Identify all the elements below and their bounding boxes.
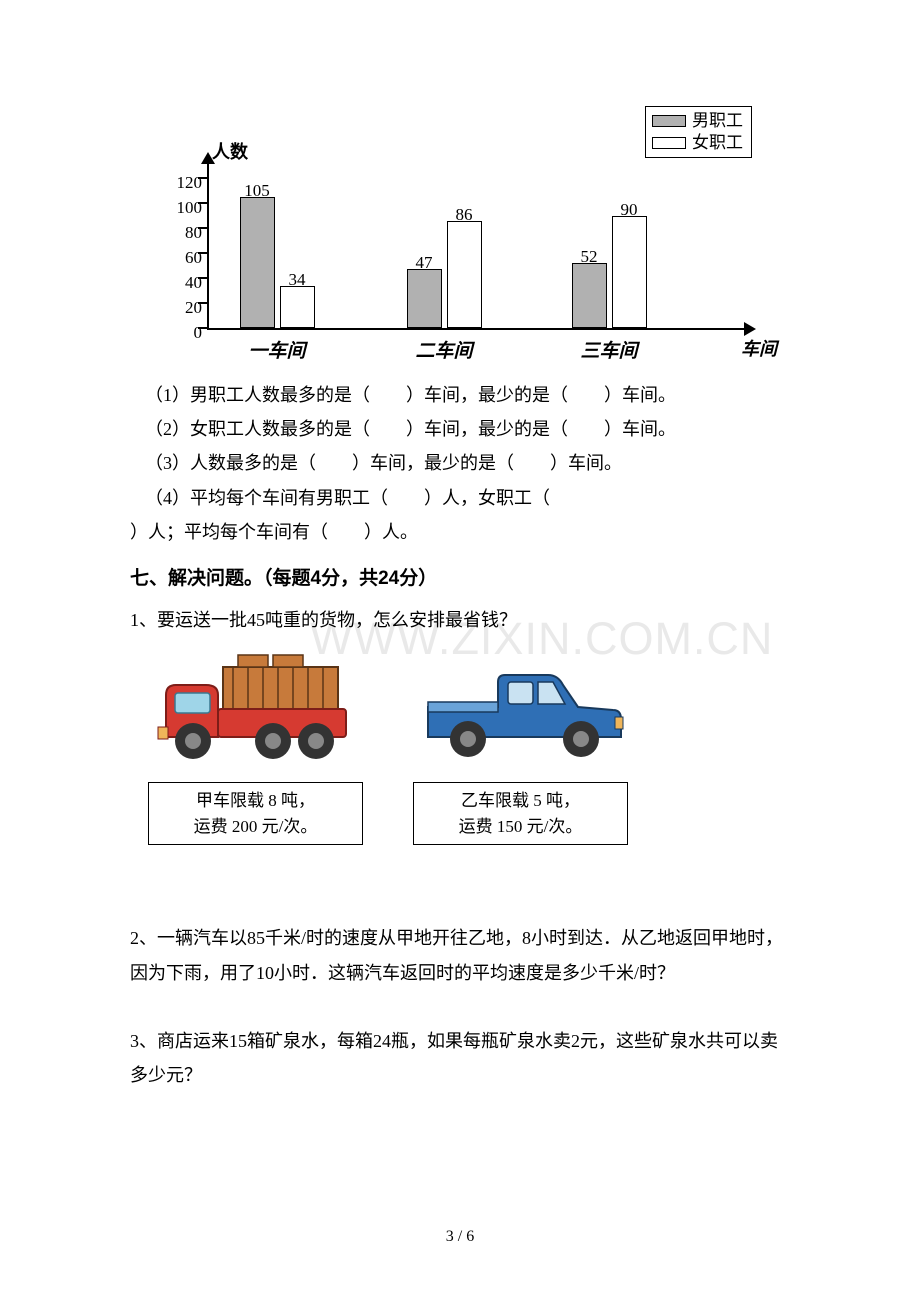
truck-a-cap-l1: 甲车限载 8 吨， xyxy=(196,791,315,810)
trucks-figure: 甲车限载 8 吨， 运费 200 元/次。 乙车限载 5 吨， 运费 150 元… xyxy=(148,647,790,845)
bar-male xyxy=(240,197,275,328)
bar-label: 105 xyxy=(237,175,277,207)
section-7-title: 七、解决问题。（每题4分，共24分） xyxy=(130,561,790,597)
truck-b-icon xyxy=(413,647,628,767)
truck-a-cap-l2: 运费 200 元/次。 xyxy=(194,817,318,836)
problem-1-text: 1、要运送一批45吨重的货物，怎么安排最省钱？ xyxy=(130,603,790,637)
x-axis-line xyxy=(207,328,747,330)
bar-label: 34 xyxy=(277,264,317,296)
chart-q4b: ）人；平均每个车间有（ ）人。 xyxy=(130,515,790,549)
category-label: 三车间 xyxy=(564,334,654,370)
truck-a-caption: 甲车限载 8 吨， 运费 200 元/次。 xyxy=(148,782,363,845)
bar-label: 86 xyxy=(444,199,484,231)
bar-female xyxy=(447,221,482,329)
y-axis-label: 人数 xyxy=(212,135,248,169)
bar-chart: 男职工 女职工 人数 车间 020406080100120 10534一车间47… xyxy=(152,110,772,370)
truck-a: 甲车限载 8 吨， 运费 200 元/次。 xyxy=(148,647,363,845)
chart-legend: 男职工 女职工 xyxy=(645,106,752,158)
y-tick-label: 120 xyxy=(177,167,203,199)
truck-b-cap-l2: 运费 150 元/次。 xyxy=(459,817,583,836)
y-axis-line xyxy=(207,160,209,330)
bar-label: 90 xyxy=(609,194,649,226)
problem-2-text: 2、一辆汽车以85千米/时的速度从甲地开往乙地，8小时到达．从乙地返回甲地时，因… xyxy=(130,921,790,989)
category-label: 二车间 xyxy=(399,334,489,370)
truck-a-icon xyxy=(148,647,363,767)
page-footer: 3 / 6 xyxy=(0,1222,920,1252)
legend-label-male: 男职工 xyxy=(692,110,743,132)
legend-label-female: 女职工 xyxy=(692,132,743,154)
category-label: 一车间 xyxy=(232,334,322,370)
legend-item-female: 女职工 xyxy=(652,132,743,154)
truck-b-caption: 乙车限载 5 吨， 运费 150 元/次。 xyxy=(413,782,628,845)
bar-label: 47 xyxy=(404,247,444,279)
chart-q2: （2）女职工人数最多的是（ ）车间，最少的是（ ）车间。 xyxy=(130,412,790,446)
legend-item-male: 男职工 xyxy=(652,110,743,132)
chart-q3: （3）人数最多的是（ ）车间，最少的是（ ）车间。 xyxy=(130,446,790,480)
legend-swatch-female xyxy=(652,137,686,149)
chart-q1: （1）男职工人数最多的是（ ）车间，最少的是（ ）车间。 xyxy=(130,378,790,412)
bar-female xyxy=(612,216,647,329)
chart-q4a: （4）平均每个车间有男职工（ ）人，女职工（ xyxy=(130,481,790,515)
truck-b: 乙车限载 5 吨， 运费 150 元/次。 xyxy=(413,647,628,845)
problem-3-text: 3、商店运来15箱矿泉水，每箱24瓶，如果每瓶矿泉水卖2元，这些矿泉水共可以卖多… xyxy=(130,1024,790,1092)
legend-swatch-male xyxy=(652,115,686,127)
truck-b-cap-l1: 乙车限载 5 吨， xyxy=(461,791,580,810)
bar-label: 52 xyxy=(569,241,609,273)
x-axis-label: 车间 xyxy=(741,332,777,366)
